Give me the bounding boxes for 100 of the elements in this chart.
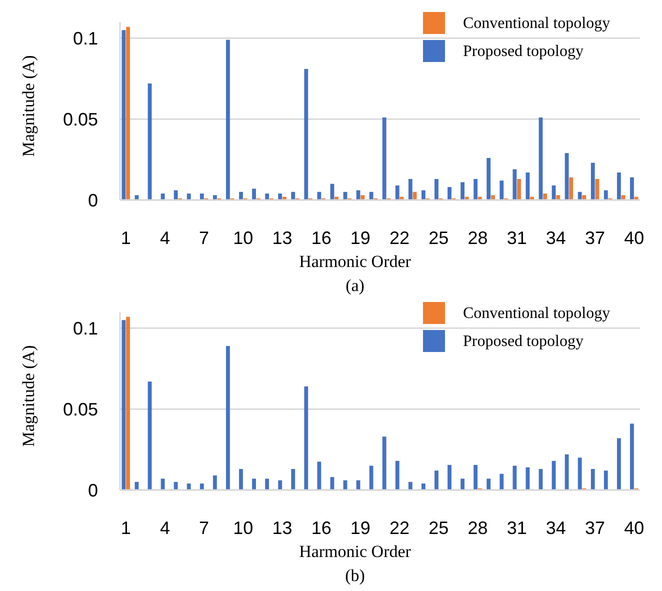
bar: [578, 458, 582, 490]
bar: [434, 178, 438, 200]
y-tick-label: 0.05: [62, 399, 98, 420]
x-tick-label: 22: [390, 228, 410, 248]
bar: [448, 464, 452, 490]
x-tick-label: 31: [506, 518, 527, 538]
x-tick-label: 7: [199, 518, 210, 538]
bar: [239, 468, 243, 490]
bar: [226, 40, 230, 200]
bar: [512, 169, 517, 200]
x-tick-label: 10: [233, 518, 254, 538]
x-tick-label: 34: [546, 518, 566, 538]
text: (b): [345, 566, 365, 585]
x-tick-label: 34: [546, 228, 566, 248]
bar: [569, 177, 574, 200]
x-axis-title: Harmonic Order: [299, 252, 412, 271]
x-tick-label: 4: [160, 228, 170, 248]
bar: [317, 192, 322, 200]
bar: [460, 182, 464, 200]
x-tick-label: 25: [428, 518, 449, 538]
bar: [360, 195, 365, 200]
bar: [490, 195, 495, 200]
bar: [126, 26, 130, 200]
x-tick-label: 16: [311, 518, 332, 538]
x-tick-label: 13: [272, 228, 292, 248]
x-tick-label: 40: [624, 518, 644, 538]
bar: [278, 194, 282, 200]
bar: [212, 195, 217, 200]
bar: [369, 192, 374, 200]
x-tick-label: 37: [585, 518, 606, 538]
bar: [517, 178, 521, 200]
bar: [630, 424, 634, 490]
bar: [408, 482, 412, 490]
y-tick-label: 0.1: [72, 318, 98, 338]
bar: [582, 195, 586, 200]
bar: [421, 484, 426, 490]
bar: [526, 172, 530, 200]
x-tick-label: 40: [624, 228, 644, 248]
y-tick-label: 0: [88, 190, 98, 210]
bar: [486, 478, 491, 490]
bar: [578, 192, 582, 200]
y-tick-label: 0.05: [62, 109, 98, 130]
bar: [500, 180, 504, 200]
y-tick-label: 0.1: [72, 28, 98, 48]
legend-label: Proposed topology: [463, 333, 584, 350]
x-tick-label: 13: [272, 518, 292, 538]
bar: [122, 320, 126, 490]
bar: [556, 195, 560, 200]
bar: [186, 194, 191, 200]
x-tick-label: 28: [468, 228, 488, 248]
legend-label: Proposed topology: [463, 43, 584, 60]
bar: [382, 117, 386, 200]
bar: [278, 480, 282, 490]
bar: [317, 462, 322, 490]
x-tick-label: 10: [233, 228, 254, 248]
bar: [291, 192, 296, 200]
bar: [186, 484, 191, 490]
bar: [265, 194, 270, 200]
bar: [564, 153, 569, 200]
bar: [604, 190, 608, 200]
text: (a): [346, 276, 364, 295]
bar: [500, 474, 504, 490]
bar: [174, 482, 178, 490]
bar: [474, 464, 478, 490]
bar: [616, 172, 621, 200]
bar: [512, 466, 517, 490]
bar: [252, 188, 256, 200]
x-tick-label: 19: [350, 518, 370, 538]
x-tick-label: 4: [160, 518, 170, 538]
x-tick-label: 31: [506, 228, 527, 248]
bar: [126, 316, 130, 490]
x-tick-label: 1: [120, 518, 131, 538]
bar: [590, 162, 595, 200]
x-tick-label: 7: [199, 228, 210, 248]
x-axis-title: Harmonic Order: [299, 542, 412, 561]
x-tick-label: 16: [311, 228, 332, 248]
bar: [616, 438, 621, 490]
bar: [434, 470, 438, 490]
bar: [239, 192, 243, 200]
bar: [369, 466, 374, 490]
bar: [304, 68, 308, 200]
bar: [122, 30, 126, 200]
bar: [212, 475, 217, 490]
bar: [291, 468, 296, 490]
bar: [474, 178, 478, 200]
legend-label: Conventional topology: [463, 15, 610, 32]
bar: [590, 468, 595, 490]
legend-label: Conventional topology: [463, 305, 610, 322]
bar: [226, 346, 230, 490]
x-tick-label: 19: [350, 228, 370, 248]
bar: [486, 158, 491, 200]
bar: [395, 460, 400, 490]
bar: [460, 478, 464, 490]
x-tick-label: 25: [428, 228, 449, 248]
bar: [421, 190, 426, 200]
bar: [630, 177, 634, 200]
bar: [252, 478, 256, 490]
bar: [604, 470, 608, 490]
bar: [543, 194, 548, 200]
bar: [200, 484, 204, 490]
